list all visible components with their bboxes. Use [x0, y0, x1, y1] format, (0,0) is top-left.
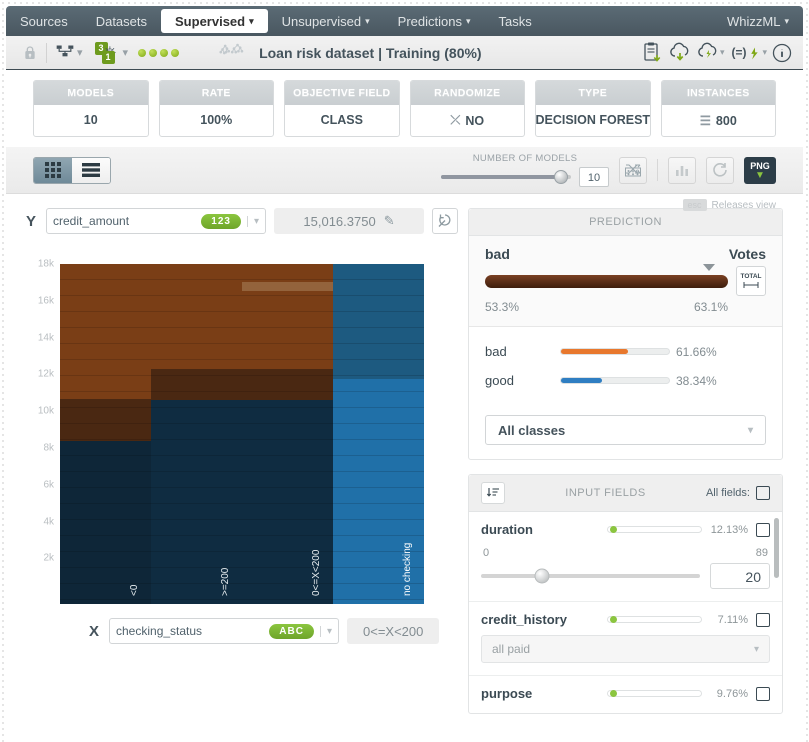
- svg-text:(=): (=): [732, 45, 747, 59]
